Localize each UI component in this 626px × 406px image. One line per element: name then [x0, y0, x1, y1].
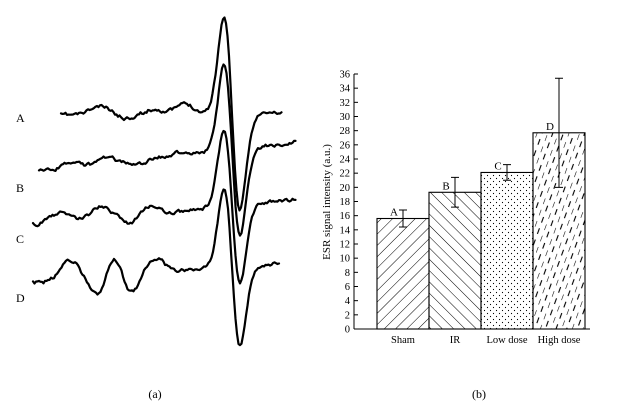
trace-d: [31, 188, 281, 347]
error-bar: [399, 209, 407, 228]
y-tick-label: 30: [340, 112, 351, 123]
bars: [376, 132, 586, 330]
bar-letter-label: D: [546, 121, 554, 133]
y-tick-label: 10: [340, 254, 351, 265]
y-tick-label: 34: [340, 84, 351, 95]
x-tick-label: High dose: [538, 335, 581, 346]
panel-b-bar-chart: ESR signal intensity (a.u.) 024681012141…: [321, 70, 590, 401]
panel-a-caption: (a): [148, 387, 161, 401]
trace-label-c: C: [16, 232, 24, 246]
trace-a: [59, 16, 283, 212]
error-bar: [451, 176, 459, 208]
y-tick-label: 28: [340, 126, 351, 137]
bar-letter-label: B: [442, 180, 449, 192]
bar-sham: [376, 217, 430, 330]
trace-b: [37, 63, 297, 237]
y-tick-label: 18: [340, 197, 351, 208]
y-axis-label: ESR signal intensity (a.u.): [321, 144, 333, 260]
y-tick-label: 0: [345, 325, 350, 336]
bar-letter-labels: A B C D: [390, 121, 554, 219]
bar-low-dose: [480, 171, 534, 330]
bar-fill: [429, 192, 481, 329]
bar-fill: [377, 218, 429, 329]
y-tick-label: 26: [340, 140, 351, 151]
bar-letter-label: A: [390, 207, 398, 219]
y-tick-label: 14: [340, 225, 351, 236]
y-tick-label: 4: [345, 296, 351, 307]
x-axis-tick-labels: Sham IR Low dose High dose: [391, 335, 581, 346]
bar-ir: [428, 191, 482, 330]
error-bars: [399, 77, 563, 228]
x-tick-label: Low dose: [486, 335, 527, 346]
y-tick-label: 16: [340, 211, 351, 222]
y-tick-label: 32: [340, 98, 351, 109]
y-tick-label: 24: [340, 155, 351, 166]
y-tick-label: 22: [340, 169, 351, 180]
trace-label-a: A: [16, 111, 25, 125]
y-tick-label: 20: [340, 183, 351, 194]
y-tick-label: 36: [340, 70, 351, 81]
trace-c: [31, 129, 297, 285]
x-tick-label: Sham: [391, 335, 415, 346]
trace-label-d: D: [16, 291, 25, 305]
y-tick-label: 12: [340, 240, 351, 251]
trace-label-b: B: [16, 181, 24, 195]
y-tick-label: 2: [345, 310, 350, 321]
bar-fill: [481, 172, 533, 329]
error-bar: [555, 77, 563, 188]
y-tick-label: 8: [345, 268, 350, 279]
x-tick-label: IR: [450, 335, 461, 346]
y-tick-label: 6: [345, 282, 350, 293]
error-bar: [503, 164, 511, 181]
bar-letter-label: C: [494, 160, 501, 172]
panel-a-spectra: A B C D (a): [16, 16, 297, 401]
panel-b-caption: (b): [472, 387, 486, 401]
